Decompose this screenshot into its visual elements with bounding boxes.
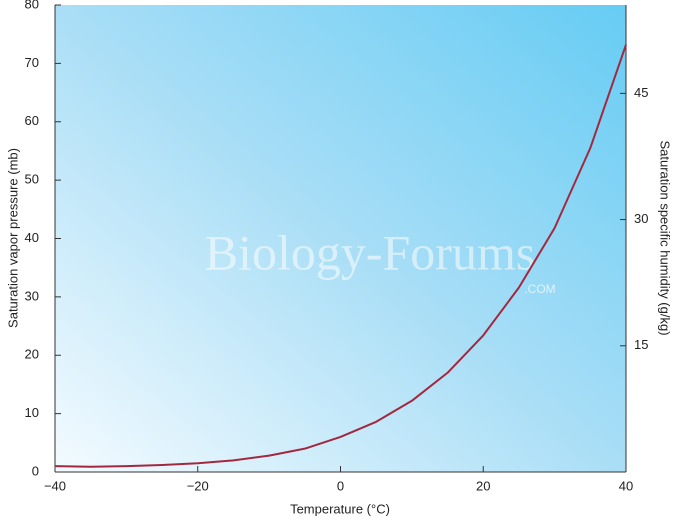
x-tick-label: 0 [337,478,344,493]
x-axis-label: Temperature (°C) [290,501,390,516]
x-tick-label: 20 [476,478,490,493]
y2-tick-label: 30 [634,211,648,226]
y-tick-label: 0 [32,463,39,478]
y-tick-label: 20 [25,347,39,362]
data-line [54,44,627,468]
y-tick-label: 10 [25,405,39,420]
y2-axis-label: Saturation specific humidity (g/kg) [658,140,673,335]
y-tick-label: 40 [25,230,39,245]
y-tick-label: 50 [25,172,39,187]
y-tick-label: 80 [25,0,39,11]
x-tick-label: 40 [619,478,633,493]
y2-tick-label: 45 [634,85,648,100]
y-tick-label: 30 [25,288,39,303]
watermark: Biology-Forums [205,224,536,280]
x-tick-label: −20 [187,478,209,493]
watermark-sub: .COM [524,282,555,296]
y2-tick-label: 15 [634,337,648,352]
y-axis-label: Saturation vapor pressure (mb) [5,148,20,328]
plot-background [55,5,626,472]
y-tick-label: 60 [25,113,39,128]
y-tick-label: 70 [25,55,39,70]
x-tick-label: −40 [44,478,66,493]
